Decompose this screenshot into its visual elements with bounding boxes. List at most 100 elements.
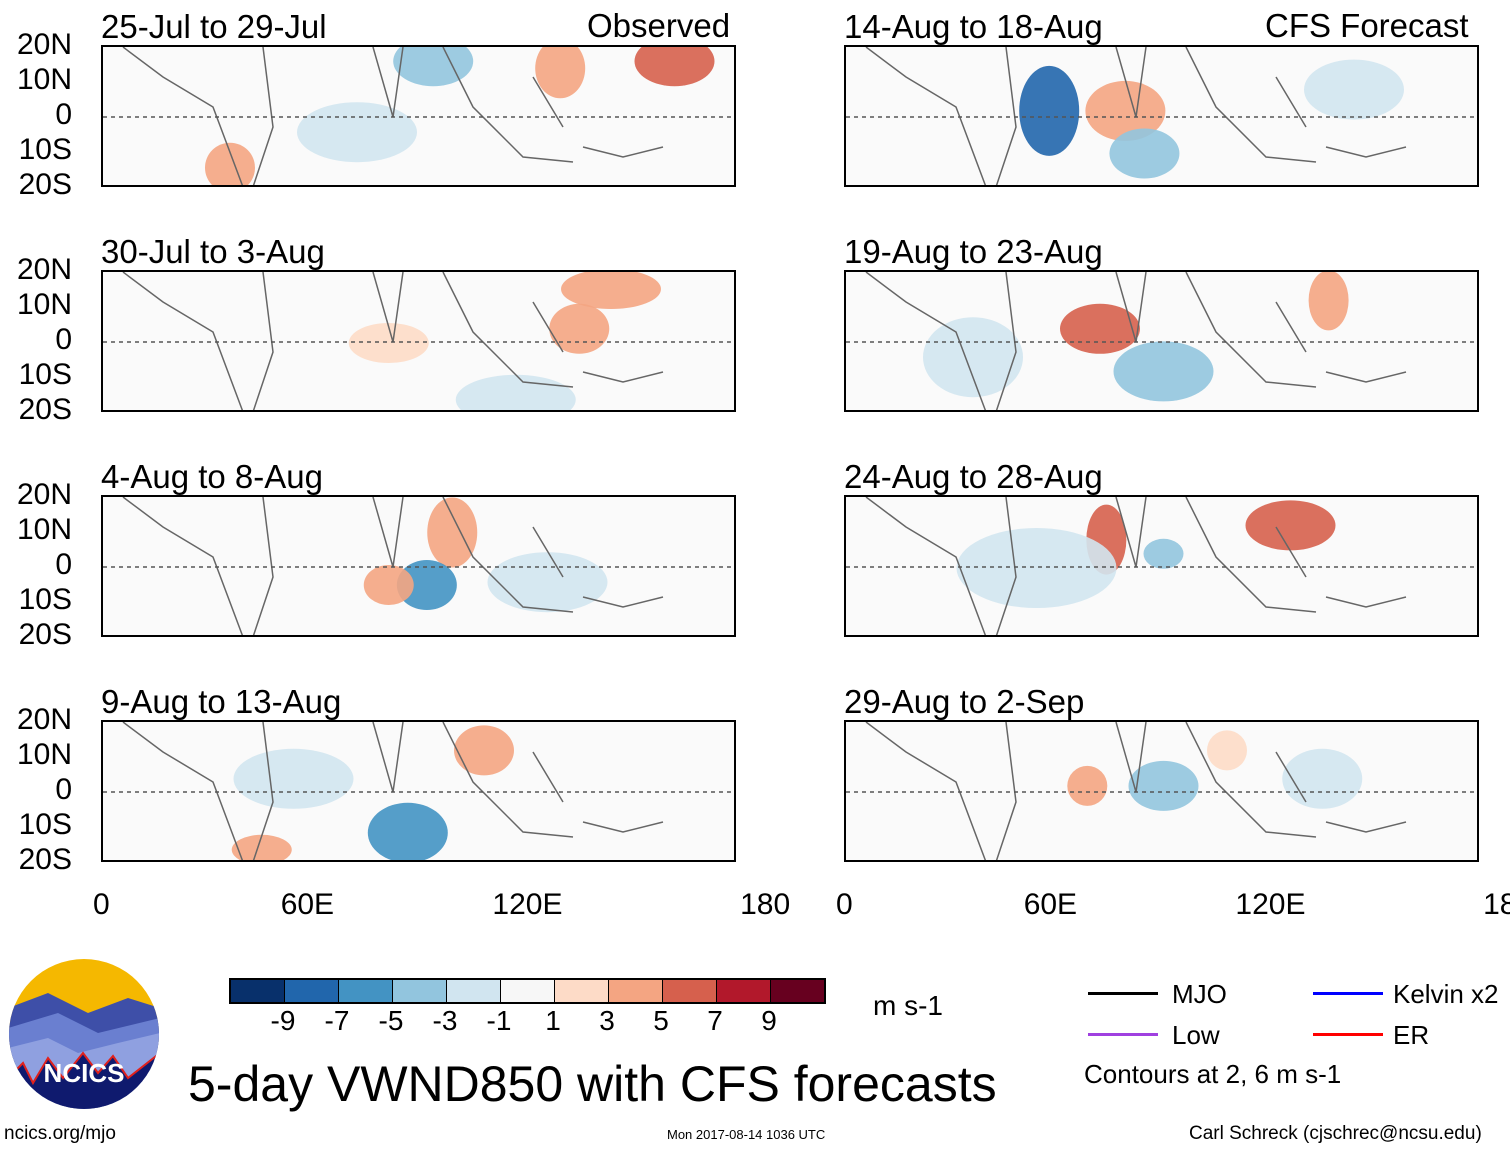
anomaly-blob <box>549 303 610 354</box>
colorbar-swatch <box>555 980 609 1002</box>
map-panel <box>844 45 1479 187</box>
lat-label: 10N <box>16 288 72 321</box>
map-panel <box>101 495 736 637</box>
anomaly-field <box>103 497 734 635</box>
colorbar-tick-label: 5 <box>653 1005 669 1036</box>
colorbar-swatch <box>231 980 285 1002</box>
anomaly-field <box>846 47 1477 185</box>
colorbar-tick-label: -5 <box>378 1005 404 1036</box>
lat-label: 10S <box>18 808 72 841</box>
ncics-logo: NCICS <box>9 959 159 1109</box>
low-line-icon <box>1088 1033 1158 1036</box>
anomaly-blob <box>561 272 661 310</box>
contours-note: Contours at 2, 6 m s-1 <box>1084 1059 1342 1089</box>
lon-label: 120E <box>492 888 563 921</box>
anomaly-blob <box>1245 500 1336 551</box>
lat-label: 10S <box>18 583 72 616</box>
figure-title: 5-day VWND850 with CFS forecasts <box>188 1056 997 1112</box>
footer-url[interactable]: ncics.org/mjo <box>4 1123 116 1144</box>
anomaly-blob <box>1019 65 1080 156</box>
anomaly-blob <box>367 802 448 860</box>
colorbar-tick-label: 9 <box>761 1005 777 1036</box>
map-panel <box>101 720 736 862</box>
lat-label: 20N <box>16 703 72 736</box>
colorbar-tick-label: 7 <box>707 1005 723 1036</box>
colorbar <box>229 978 826 1004</box>
anomaly-blob <box>427 497 478 568</box>
colorbar-tick-label: -3 <box>432 1005 458 1036</box>
map-panel <box>844 720 1479 862</box>
colorbar-swatch <box>717 980 771 1002</box>
lon-label: 0 <box>836 888 853 921</box>
anomaly-field <box>846 497 1477 635</box>
lat-label: 20S <box>18 168 72 201</box>
anomaly-blob <box>297 102 417 163</box>
anomaly-blob <box>1113 341 1214 402</box>
map-panel <box>101 45 736 187</box>
anomaly-blob <box>535 47 586 99</box>
anomaly-blob <box>231 834 292 860</box>
panel-title: 25-Jul to 29-Jul <box>101 8 327 45</box>
panel-title: 29-Aug to 2-Sep <box>844 683 1085 720</box>
lon-label: 60E <box>280 888 335 921</box>
lat-label: 10N <box>16 738 72 771</box>
colorbar-swatch <box>663 980 717 1002</box>
panel-title: 19-Aug to 23-Aug <box>844 233 1103 270</box>
colorbar-swatch <box>771 980 824 1002</box>
colorbar-tick-label: -1 <box>486 1005 512 1036</box>
panel-title: 30-Jul to 3-Aug <box>101 233 325 270</box>
lat-label: 20S <box>18 843 72 876</box>
panel-title: 9-Aug to 13-Aug <box>101 683 342 720</box>
colorbar-tick-label: -9 <box>270 1005 296 1036</box>
map-panel <box>101 270 736 412</box>
forecast-label: CFS Forecast <box>1265 7 1469 44</box>
anomaly-blob <box>1282 748 1363 809</box>
lon-label: 0 <box>93 888 110 921</box>
panel-title: 24-Aug to 28-Aug <box>844 458 1103 495</box>
anomaly-blob <box>1207 730 1247 771</box>
colorbar-swatch <box>393 980 447 1002</box>
anomaly-blob <box>348 323 429 363</box>
kelvin-line-icon <box>1313 992 1383 995</box>
footer-timestamp: Mon 2017-08-14 1036 UTC <box>667 1127 826 1142</box>
colorbar-tick-label: 1 <box>545 1005 561 1036</box>
anomaly-blob <box>1109 128 1180 179</box>
lat-label: 10S <box>18 133 72 166</box>
anomaly-field <box>103 272 734 410</box>
anomaly-blob <box>1128 760 1199 811</box>
anomaly-blob <box>487 552 608 613</box>
anomaly-blob <box>1304 59 1404 120</box>
panel-title: 14-Aug to 18-Aug <box>844 8 1103 45</box>
map-panel <box>844 495 1479 637</box>
anomaly-field <box>846 272 1477 410</box>
anomaly-blob <box>205 142 255 185</box>
lat-label: 10S <box>18 358 72 391</box>
legend-kelvin: Kelvin x2 <box>1393 979 1499 1009</box>
lat-label: 0 <box>55 548 72 581</box>
anomaly-blob <box>1085 80 1166 141</box>
anomaly-field <box>103 47 734 185</box>
lat-label: 20S <box>18 618 72 651</box>
lon-label: 60E <box>1023 888 1078 921</box>
anomaly-blob <box>634 47 715 87</box>
lon-label: 180 <box>1483 888 1510 921</box>
footer-author: Carl Schreck (cjschrec@ncsu.edu) <box>1189 1123 1482 1144</box>
anomaly-blob <box>455 374 576 410</box>
legend-er: ER <box>1393 1020 1430 1050</box>
anomaly-blob <box>393 47 474 87</box>
anomaly-blob <box>454 725 514 776</box>
lat-label: 20S <box>18 393 72 426</box>
anomaly-blob <box>1143 538 1184 569</box>
lat-label: 0 <box>55 98 72 131</box>
legend-mjo: MJO <box>1172 979 1227 1009</box>
lat-label: 0 <box>55 323 72 356</box>
logo-text: NCICS <box>44 1058 125 1088</box>
colorbar-units: m s-1 <box>873 990 943 1021</box>
panel-title: 4-Aug to 8-Aug <box>101 458 323 495</box>
colorbar-swatch <box>447 980 501 1002</box>
lat-label: 20N <box>16 253 72 286</box>
anomaly-blob <box>956 528 1117 608</box>
colorbar-swatch <box>609 980 663 1002</box>
observed-label: Observed <box>587 7 731 44</box>
lat-label: 10N <box>16 63 72 96</box>
